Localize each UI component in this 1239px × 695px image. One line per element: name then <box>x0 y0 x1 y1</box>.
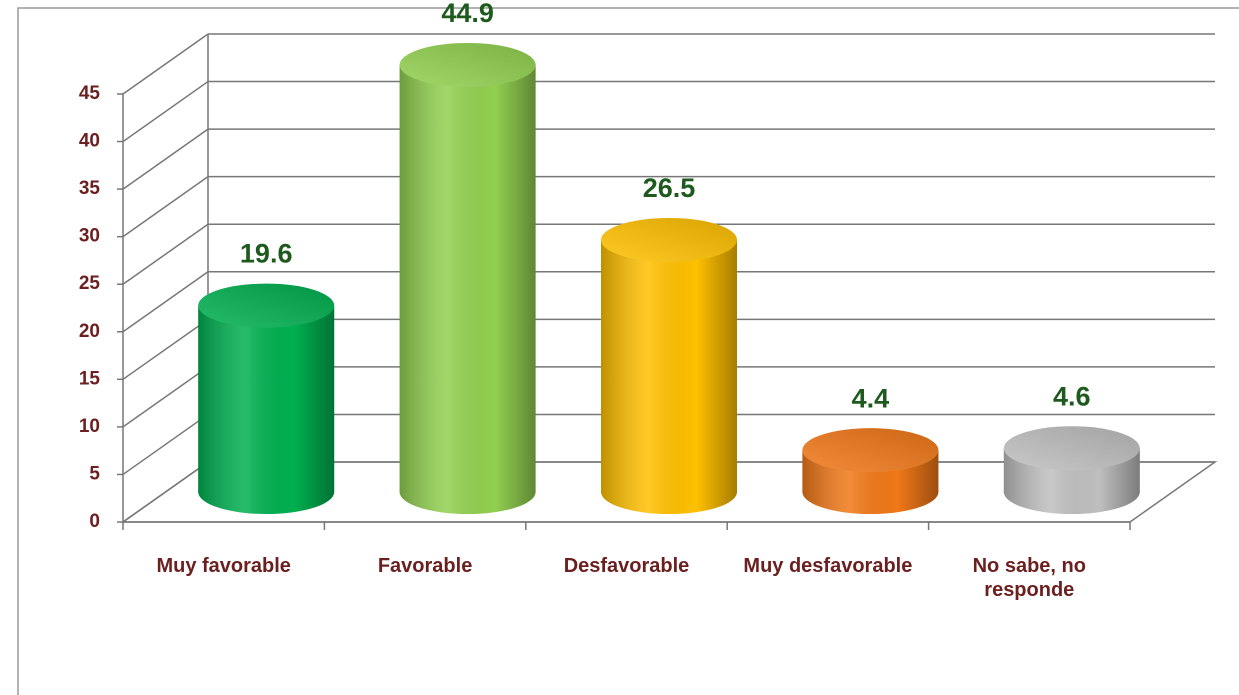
y-tick-label: 15 <box>79 368 101 389</box>
y-tick-label: 5 <box>89 463 100 484</box>
side-grid-line <box>122 80 209 143</box>
bar-top-shade <box>198 283 335 328</box>
y-tick-label: 25 <box>79 273 101 294</box>
side-grid-line <box>122 271 209 333</box>
x-tick-label: Muy desfavorable <box>743 555 913 577</box>
side-grid-line <box>122 223 209 285</box>
side-grid-line <box>122 461 209 523</box>
value-label: 26.5 <box>643 173 696 203</box>
bar-top-shade <box>601 217 737 262</box>
side-grid-line <box>122 128 209 190</box>
bar-top-shade <box>802 428 939 473</box>
side-grid-line <box>122 366 209 428</box>
x-tick-label: Favorable <box>377 555 473 577</box>
y-tick-label: 10 <box>79 416 100 437</box>
bar-shade <box>198 305 335 492</box>
value-label: 4.4 <box>852 383 890 413</box>
y-tick-label: 20 <box>79 321 100 342</box>
x-tick-label: Desfavorable <box>563 555 690 577</box>
value-label: 19.6 <box>240 239 293 269</box>
side-grid-line <box>122 413 209 476</box>
y-tick-label: 35 <box>79 178 101 199</box>
y-tick-label: 40 <box>79 131 100 152</box>
value-label: 4.6 <box>1053 381 1091 411</box>
bar-shade <box>601 239 737 492</box>
bar-top-shade <box>399 42 536 87</box>
value-label: 44.9 <box>441 0 494 28</box>
side-grid-line <box>122 33 209 95</box>
x-tick-label: No sabe, no responde <box>972 555 1086 601</box>
y-tick-label: 30 <box>79 226 100 247</box>
side-grid-line <box>122 176 209 238</box>
frame <box>17 7 1239 695</box>
bar-shade <box>399 64 536 492</box>
bar-top-shade <box>1003 426 1140 471</box>
x-tick-label: Muy favorable <box>156 555 291 577</box>
y-tick-label: 0 <box>89 511 100 532</box>
y-tick-label: 45 <box>79 83 101 104</box>
side-grid-line <box>122 318 209 380</box>
